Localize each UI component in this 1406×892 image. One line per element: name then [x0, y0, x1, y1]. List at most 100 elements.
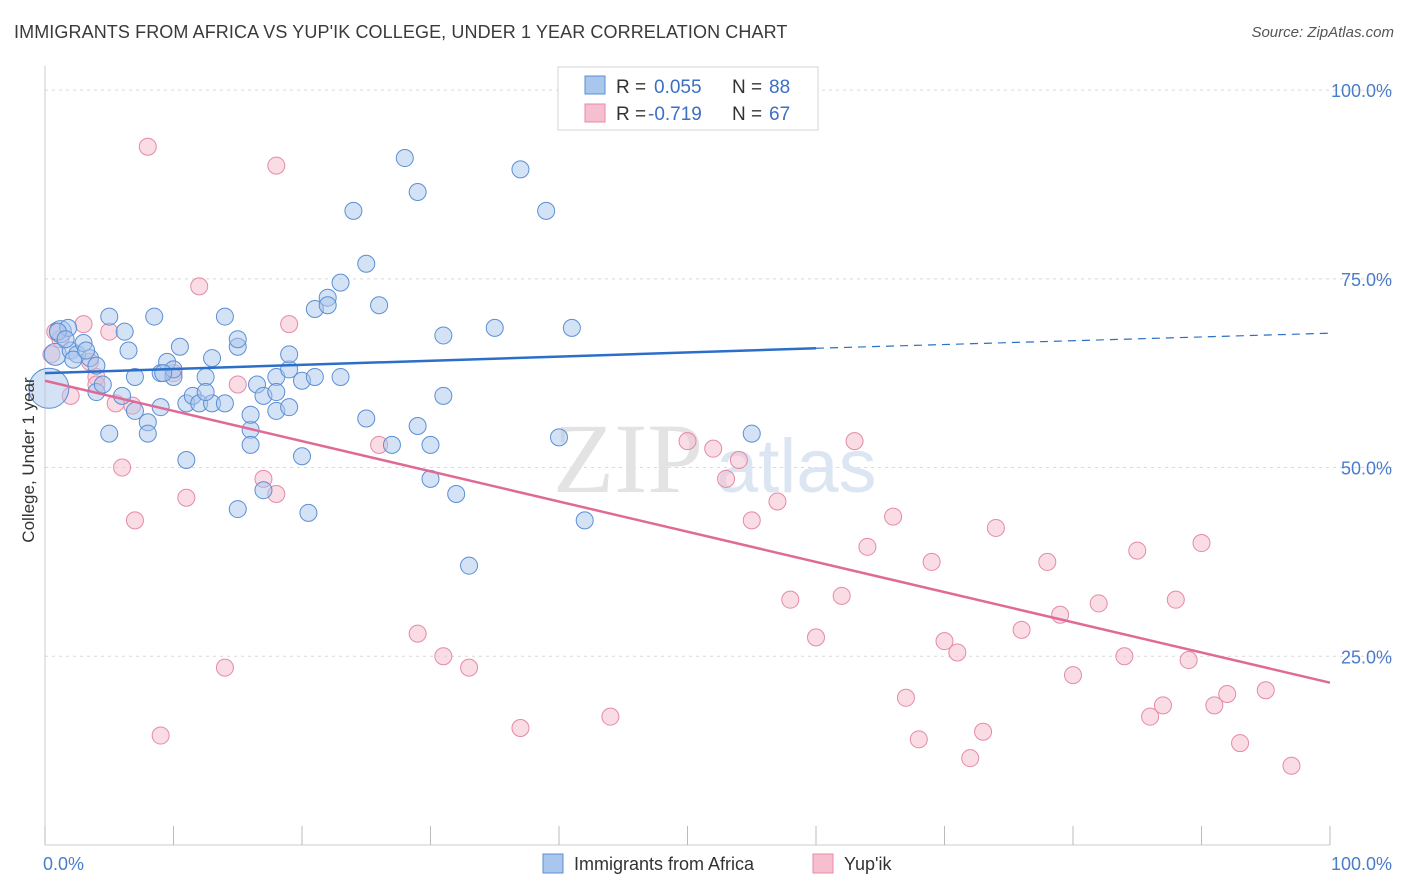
yupik-point [408, 624, 427, 643]
yupik-point [215, 658, 234, 677]
yupik-point [1141, 707, 1160, 726]
africa-point [344, 201, 363, 220]
yupik-point [1038, 552, 1057, 571]
legend-n-value-yupik: 67 [769, 104, 790, 125]
yupik-trendline [44, 379, 1331, 684]
yupik-point [267, 156, 286, 175]
africa-point [280, 398, 299, 417]
yupik-point [896, 688, 915, 707]
africa-point [421, 435, 440, 454]
africa-point [56, 330, 75, 349]
africa-point [742, 424, 761, 443]
legend-r-label-yupik: R = [616, 104, 646, 125]
yupik-point [781, 590, 800, 609]
africa-point [203, 349, 222, 368]
africa-point [87, 356, 106, 375]
legend-swatch-yupik [584, 103, 606, 123]
yupik-point [151, 726, 170, 745]
africa-point [77, 341, 96, 360]
africa-point [299, 503, 318, 522]
gridlines [45, 89, 1392, 657]
africa-point [115, 322, 134, 341]
y-tick-label: 25.0% [1341, 647, 1392, 667]
yupik-point [1192, 534, 1211, 553]
yupik-point [1064, 666, 1082, 685]
yupik-point [511, 718, 530, 737]
africa-point [100, 307, 119, 326]
x-tick-label-max: 100.0% [1331, 854, 1392, 874]
africa-point [537, 201, 556, 220]
africa-point [357, 409, 376, 428]
africa-point [196, 367, 215, 386]
yupik-point [1231, 734, 1250, 753]
africa-point [93, 375, 112, 394]
x-tick-labels: 0.0% 100.0% [43, 854, 1392, 874]
legend-swatch-africa [584, 75, 606, 95]
africa-point [331, 273, 350, 292]
yupik-point [113, 458, 132, 477]
africa-point [550, 428, 568, 447]
yupik-point [717, 469, 736, 488]
yupik-point [1179, 651, 1198, 670]
yupik-point [845, 432, 864, 451]
watermark-zip: ZIP [553, 403, 703, 514]
y-tick-label: 50.0% [1341, 459, 1392, 479]
yupik-point [125, 511, 144, 530]
africa-point [228, 500, 247, 519]
africa-point [177, 451, 196, 469]
chart-title: IMMIGRANTS FROM AFRICA VS YUP'IK COLLEGE… [14, 22, 788, 42]
y-axis-title: College, Under 1 year [19, 377, 38, 543]
yupik-point [1282, 756, 1301, 775]
africa-point [119, 341, 138, 360]
yupik-point [228, 375, 247, 394]
yupik-point [807, 628, 825, 647]
africa-point [215, 394, 234, 413]
yupik-point [704, 439, 723, 458]
legend-r-value-yupik: -0.719 [648, 104, 702, 125]
correlation-legend: R = 0.055 N = 88 R = -0.719 N = 67 [557, 66, 819, 131]
source-credit: Source: ZipAtlas.com [1251, 24, 1394, 41]
africa-point [485, 318, 504, 337]
yupik-point [138, 137, 157, 156]
africa-point [280, 345, 299, 364]
legend-n-value-africa: 88 [769, 77, 790, 98]
yupik-point [768, 492, 787, 511]
yupik-point [100, 322, 119, 341]
yupik-point [884, 507, 903, 526]
africa-point [447, 484, 466, 503]
yupik-point [1089, 594, 1108, 613]
africa-point [395, 149, 414, 168]
x-tick-label-min: 0.0% [43, 854, 84, 874]
africa-point [408, 417, 427, 436]
y-tick-label: 75.0% [1341, 270, 1392, 290]
africa-trendline [44, 347, 817, 375]
yupik-point [190, 277, 209, 296]
yupik-point [1115, 647, 1134, 666]
y-tick-label: 100.0% [1331, 81, 1392, 101]
series-swatch-africa [542, 853, 564, 874]
trendlines [44, 332, 1331, 684]
legend-r-label-africa: R = [616, 77, 646, 98]
yupik-point [909, 730, 928, 749]
africa-point [113, 386, 132, 405]
africa-point [370, 296, 389, 315]
africa-point [305, 367, 324, 386]
yupik-point [1128, 541, 1147, 560]
africa-point [575, 511, 594, 530]
africa-point [64, 350, 83, 369]
y-tick-labels: 25.0% 50.0% 75.0% 100.0% [1331, 81, 1392, 667]
africa-point [357, 254, 376, 273]
africa-point [382, 435, 401, 454]
africa-point [293, 447, 311, 466]
legend-n-label-africa: N = [732, 77, 762, 98]
series-label-yupik: Yup'ik [844, 854, 892, 874]
yupik-point [922, 552, 941, 571]
africa-point [241, 435, 260, 454]
yupik-point [280, 315, 299, 334]
africa-point [138, 424, 157, 443]
series-label-africa: Immigrants from Africa [574, 854, 755, 874]
africa-point [267, 383, 286, 402]
yupik-point [961, 749, 980, 768]
africa-point [408, 183, 427, 202]
